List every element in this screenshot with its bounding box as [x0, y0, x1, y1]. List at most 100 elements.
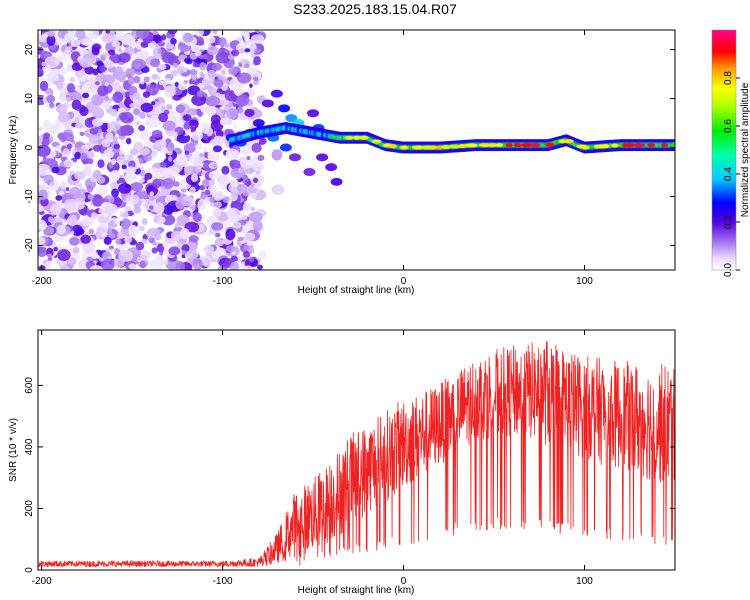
spectrogram-cell: [98, 208, 104, 214]
spectrogram-cell: [228, 66, 239, 76]
spectrogram-cell: [271, 149, 283, 161]
colorbar-tick-label: 0.4: [723, 167, 734, 181]
spectrogram-cell: [151, 129, 163, 139]
spectrogram-cell: [224, 42, 230, 48]
spectrogram-cell: [288, 153, 301, 162]
spectrogram-cell: [178, 82, 188, 91]
spectrogram-cell: [70, 39, 81, 48]
y-tick-label: -20: [24, 238, 35, 253]
spectrogram-cell: [139, 169, 146, 177]
spectrogram-peak: [479, 143, 492, 148]
spectrogram-cell: [213, 201, 223, 209]
spectrogram-cell: [69, 77, 76, 83]
spectrogram-cell: [190, 173, 199, 183]
spectrogram-cell: [157, 63, 167, 70]
spectrogram-cell: [244, 108, 255, 117]
spectrogram-cell: [100, 153, 106, 158]
spectrogram-cell: [164, 85, 176, 98]
spectrogram-cell: [111, 40, 121, 48]
spectrogram-cell: [110, 169, 121, 181]
spectrogram-cell: [116, 31, 124, 38]
spectrogram-cell: [270, 89, 283, 98]
spectrogram-cell: [100, 258, 115, 270]
spectrogram-cell: [211, 62, 222, 71]
spectrogram-cell: [109, 53, 122, 64]
spectrogram-cell: [61, 264, 69, 270]
spectrogram-cell: [204, 189, 211, 196]
spectrogram-cell: [278, 104, 291, 113]
spectrogram-cell: [307, 109, 320, 118]
spectrogram-cell: [101, 231, 107, 237]
spectrogram-cell: [152, 178, 162, 189]
spectrogram-cell: [38, 206, 44, 212]
spectrogram-cell: [133, 108, 141, 116]
spectrogram-cell: [135, 241, 145, 251]
spectrogram-cell: [253, 55, 261, 66]
y-tick-label: 600: [24, 377, 35, 394]
spectrogram-cell: [161, 52, 177, 64]
spectrogram-cell: [108, 49, 116, 55]
spectrogram-cell: [243, 32, 250, 40]
y-tick-label: 10: [24, 93, 35, 105]
chart-title: S233.2025.183.15.04.R07: [293, 1, 457, 17]
spectrogram-cell: [121, 33, 136, 46]
spectrogram-cell: [167, 156, 173, 162]
spectrogram-cell: [238, 62, 243, 68]
spectrogram-cell: [208, 87, 218, 97]
spectrogram-cell: [116, 155, 126, 164]
spectrogram-cell: [125, 137, 132, 145]
spectrogram-cell: [103, 236, 112, 245]
spectrogram-cell: [233, 221, 242, 229]
spectrogram-cell: [149, 191, 154, 197]
spectrogram-cell: [149, 258, 163, 270]
spectrogram-cell: [243, 265, 254, 270]
spectrogram-cell: [254, 183, 261, 190]
spectrogram-cell: [62, 148, 70, 156]
spectrogram-cell: [186, 108, 198, 116]
spectrogram-cell: [132, 92, 141, 101]
spectrogram-cell: [41, 61, 46, 67]
spectrogram-cell: [175, 197, 185, 210]
spectrogram-cell: [233, 84, 244, 97]
spectrogram-cell: [55, 103, 68, 114]
spectrogram-cell: [60, 180, 68, 190]
spectrogram-cell: [74, 151, 82, 160]
spectrogram-cell: [211, 221, 224, 231]
spectrogram-cell: [176, 65, 185, 75]
spectrogram-cell: [84, 66, 95, 75]
x-tick-label: -200: [32, 276, 52, 287]
spectrogram-cell: [232, 122, 238, 129]
spectrogram-cell: [155, 167, 171, 180]
spectrogram-cell: [104, 82, 109, 87]
spectrogram-cell: [221, 165, 230, 175]
spectrogram-cell: [82, 241, 96, 254]
spectrogram-cell: [203, 146, 208, 152]
spectrogram-cell: [129, 148, 139, 156]
spectrogram-cell: [207, 69, 216, 78]
spectrogram-cell: [140, 102, 154, 113]
spectrogram-cell: [215, 51, 231, 64]
spectrogram-cell: [199, 61, 207, 71]
spectrogram-cell: [215, 92, 221, 98]
snr-frame: [37, 329, 676, 571]
spectrogram-cell: [154, 139, 167, 151]
spectrogram-cell: [73, 201, 85, 210]
spectrogram-peak: [505, 143, 513, 148]
spectrogram-cell: [57, 112, 71, 123]
spectrogram-cell: [279, 143, 292, 152]
spectrogram-cell: [175, 104, 186, 114]
spectrogram-cell: [44, 260, 53, 270]
spectrogram-cell: [125, 153, 134, 161]
spectrogram-cell: [217, 266, 225, 270]
spectrogram-cell: [46, 30, 56, 37]
spectrogram-cell: [126, 210, 135, 217]
spectrogram-cell: [206, 35, 216, 44]
spectrogram-cell: [140, 254, 148, 261]
spectrogram-peak: [448, 144, 461, 149]
spectrogram-cell: [251, 206, 255, 212]
spectrogram-cell: [86, 184, 94, 193]
spectrogram-peak: [465, 143, 478, 148]
spectrogram-cell: [235, 204, 242, 210]
spectrogram-cell: [192, 62, 200, 68]
spectrogram-cell: [38, 247, 47, 258]
